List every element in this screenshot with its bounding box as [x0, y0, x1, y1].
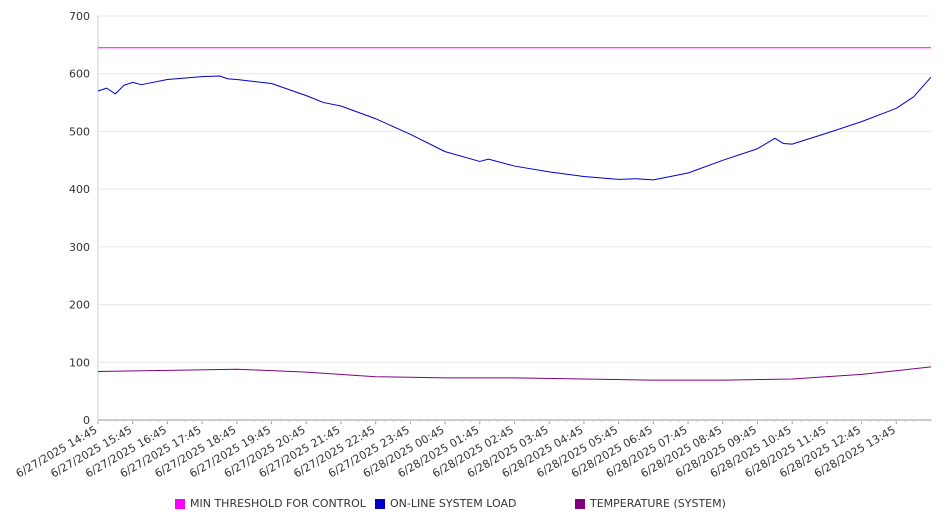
grid-lines: [98, 15, 931, 363]
legend-swatch-system-load: [375, 498, 385, 509]
line-chart: 0 100 200 300 400 500 600 700 6/27/2025 14:456/…: [14, 10, 932, 480]
y-tick-label: 0: [83, 414, 90, 427]
legend: MIN THRESHOLD FOR CONTROL ON-LINE SYSTEM…: [0, 497, 946, 517]
y-tick-label: 600: [69, 68, 90, 81]
y-tick-labels: 0 100 200 300 400 500 600 700: [69, 10, 90, 427]
legend-item-temperature: TEMPERATURE (SYSTEM): [575, 497, 726, 510]
series-line-1: [97, 75, 932, 181]
legend-swatch-min-threshold: [175, 498, 185, 509]
axes: [97, 16, 932, 424]
x-tick-labels: 6/27/2025 14:456/27/2025 15:456/27/2025 …: [14, 423, 898, 480]
y-tick-label: 300: [69, 241, 90, 254]
legend-item-system-load: ON-LINE SYSTEM LOAD: [375, 497, 516, 510]
y-tick-label: 200: [69, 299, 90, 312]
legend-label-min-threshold: MIN THRESHOLD FOR CONTROL: [190, 497, 366, 510]
legend-swatch-temperature: [575, 498, 585, 509]
legend-item-min-threshold: MIN THRESHOLD FOR CONTROL: [175, 497, 366, 510]
y-tick-label: 700: [69, 10, 90, 23]
y-tick-label: 500: [69, 125, 90, 138]
y-tick-label: 400: [69, 183, 90, 196]
y-tick-label: 100: [69, 356, 90, 369]
series-lines: [97, 47, 932, 381]
series-line-2: [97, 366, 932, 381]
legend-label-temperature: TEMPERATURE (SYSTEM): [590, 497, 726, 510]
legend-label-system-load: ON-LINE SYSTEM LOAD: [390, 497, 517, 510]
